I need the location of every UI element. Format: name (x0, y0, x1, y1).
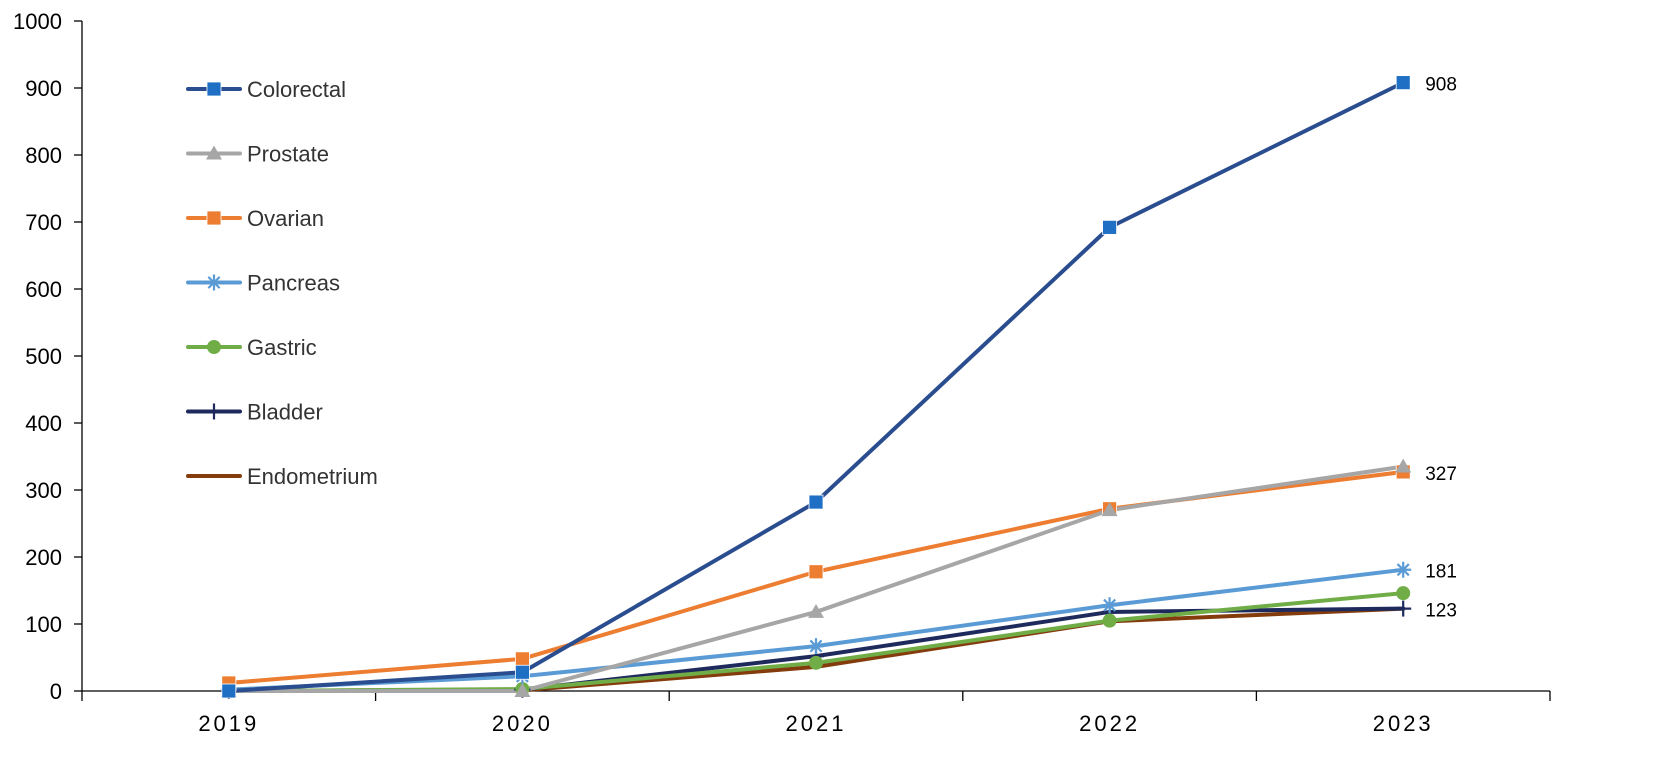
legend-item-prostate: Prostate (186, 142, 329, 167)
series-markers (220, 75, 1412, 699)
legend: Colorectal Prostate Ovarian Pancreas Gastric… (186, 77, 378, 489)
legend-item-pancreas: Pancreas (186, 271, 340, 296)
y-tick-label: 100 (25, 612, 62, 637)
data-label-ovarian: 327 (1425, 464, 1457, 485)
data-point (1395, 458, 1412, 473)
y-tick-label: 1000 (13, 9, 62, 34)
legend-item-endometrium: Endometrium (186, 464, 378, 489)
series-markers-pancreas (220, 561, 1412, 698)
legend-item-bladder: Bladder (186, 400, 323, 425)
data-label-bladder: 123 (1425, 601, 1457, 622)
x-tick-label: 2020 (492, 711, 553, 736)
legend-item-gastric: Gastric (186, 335, 317, 360)
y-tick-label: 800 (25, 143, 62, 168)
asterisk-stroke (1103, 598, 1117, 612)
legend-item-ovarian: Ovarian (186, 206, 324, 231)
data-point (514, 683, 531, 697)
y-tick-label: 700 (25, 210, 62, 235)
axes: 0 100 200 300 400 500 600 700 800 900 1000 2019 2020… (13, 9, 1551, 736)
data-point (809, 655, 823, 670)
legend-label: Colorectal (247, 77, 346, 102)
data-point (515, 664, 530, 680)
legend-label: Gastric (247, 335, 317, 360)
data-label-pancreas: 181 (1425, 562, 1457, 583)
data-labels: 908 327 181 123 (1425, 75, 1457, 622)
legend-label: Pancreas (247, 271, 340, 296)
y-tick-label: 400 (25, 411, 62, 436)
y-tick-label: 300 (25, 478, 62, 503)
data-point (1101, 502, 1118, 517)
data-point (1395, 561, 1412, 578)
y-tick-label: 900 (25, 76, 62, 101)
y-tick-label: 200 (25, 545, 62, 570)
data-point (1395, 600, 1412, 617)
x-tick-label: 2019 (198, 711, 259, 736)
legend-label: Ovarian (247, 206, 324, 231)
asterisk-stroke (207, 276, 221, 289)
data-label-colorectal: 908 (1425, 75, 1457, 96)
data-point (206, 274, 222, 291)
data-point (206, 210, 222, 226)
data-point (808, 494, 824, 510)
data-point (1395, 75, 1411, 91)
x-tick-label: 2023 (1373, 711, 1434, 736)
data-point (1102, 219, 1117, 235)
legend-label: Prostate (247, 142, 329, 167)
y-tick-label: 0 (50, 679, 62, 704)
series-lines (226, 80, 1406, 693)
y-tick-label: 500 (25, 344, 62, 369)
y-tick-label: 600 (25, 277, 62, 302)
data-point (808, 564, 824, 580)
series-line-colorectal (226, 80, 1406, 693)
asterisk-stroke (1396, 563, 1410, 577)
legend-label: Bladder (247, 400, 323, 425)
data-point (808, 638, 824, 655)
data-point (1101, 597, 1118, 614)
data-point (206, 81, 222, 97)
x-tick-label: 2021 (786, 711, 847, 736)
data-point (221, 683, 237, 699)
series-markers-colorectal (221, 75, 1411, 699)
asterisk-stroke (809, 639, 823, 653)
legend-item-colorectal: Colorectal (186, 77, 346, 102)
data-point (1102, 613, 1117, 628)
series-line-pancreas (226, 567, 1406, 692)
x-tick-label: 2022 (1079, 711, 1140, 736)
data-point (1396, 586, 1411, 601)
data-point (206, 403, 222, 420)
data-point (207, 340, 221, 354)
data-point (206, 145, 222, 160)
data-point (808, 603, 824, 618)
data-point (515, 651, 530, 667)
legend-label: Endometrium (247, 464, 378, 489)
